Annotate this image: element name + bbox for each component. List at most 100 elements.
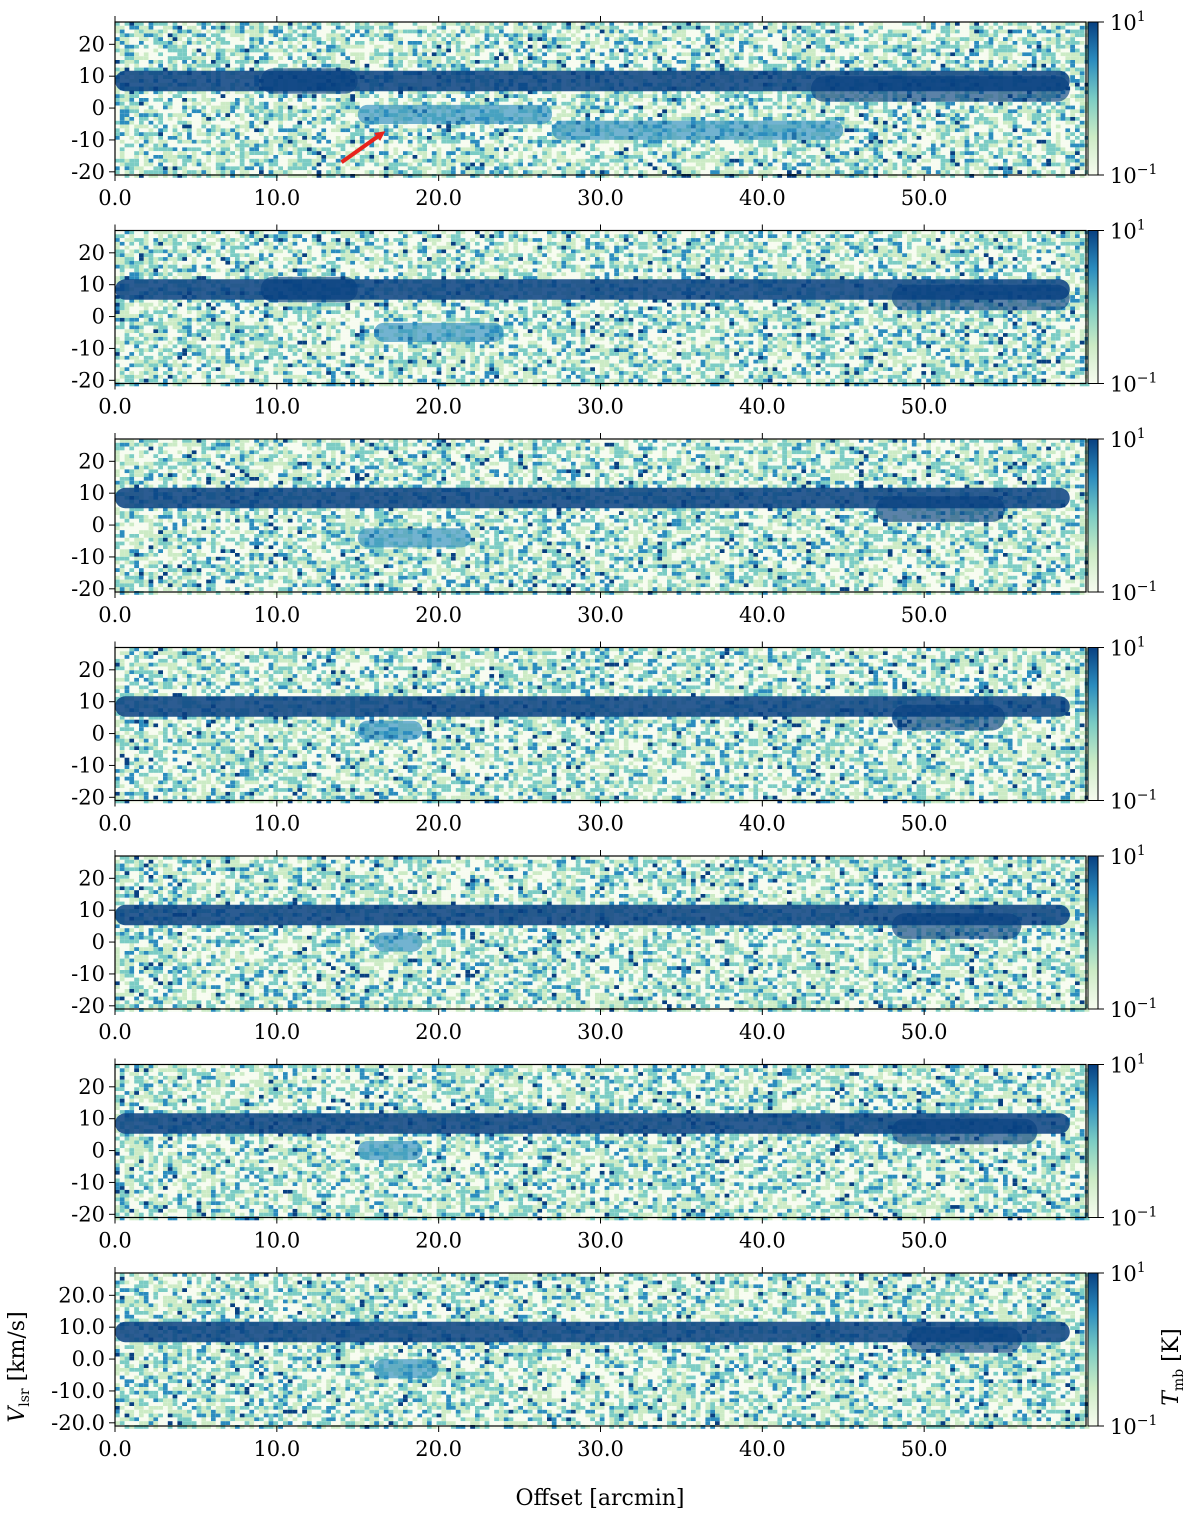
x-tick-label: 50.0 bbox=[901, 812, 948, 836]
y-tick-label: -20 bbox=[71, 577, 105, 601]
colorbar bbox=[1088, 231, 1098, 384]
x-tick-label: 40.0 bbox=[739, 1020, 786, 1044]
y-tick-label: -20 bbox=[71, 368, 105, 392]
y-tick-label: 0.0 bbox=[72, 1347, 105, 1371]
y-tick-label: 20 bbox=[78, 241, 105, 265]
pv-panel-7: 0.0 10.0 20.0 30.0 40.0 50.020.010.00.0-10.0-… bbox=[51, 1260, 1157, 1461]
x-tick-label: 40.0 bbox=[739, 1437, 786, 1461]
x-tick-label: 20.0 bbox=[415, 1229, 462, 1253]
feature-bright-clump bbox=[261, 68, 358, 94]
x-tick-label: 30.0 bbox=[577, 186, 624, 210]
colorbar-min-label: 10−1 bbox=[1110, 996, 1157, 1022]
x-tick-label: 10.0 bbox=[253, 603, 300, 627]
colorbar-min-label: 10−1 bbox=[1110, 1205, 1157, 1231]
feature-eastern-complex bbox=[892, 705, 1005, 731]
feature-eastern-complex bbox=[876, 496, 1006, 522]
colorbar-min-label: 10−1 bbox=[1110, 371, 1157, 397]
x-tick-label: 50.0 bbox=[901, 1229, 948, 1253]
y-tick-label: -10 bbox=[71, 1170, 105, 1194]
pv-panel-1: 0.0 10.0 20.0 30.0 40.0 50.020100-10-2010110−… bbox=[71, 9, 1157, 210]
y-tick-label: 20 bbox=[78, 32, 105, 56]
y-tick-label: 20 bbox=[78, 449, 105, 473]
y-tick-label: 10 bbox=[78, 64, 105, 88]
feature-eastern-complex bbox=[811, 76, 1070, 102]
x-tick-label: 40.0 bbox=[739, 603, 786, 627]
colorbar bbox=[1088, 648, 1098, 801]
x-tick-label: 40.0 bbox=[739, 186, 786, 210]
feature-eastern-complex bbox=[892, 285, 1070, 311]
y-tick-label: 10 bbox=[78, 1107, 105, 1131]
feature-bright-clump bbox=[261, 277, 358, 303]
colorbar bbox=[1088, 439, 1098, 592]
colorbar-max-label: 101 bbox=[1110, 218, 1146, 244]
colorbar-max-label: 101 bbox=[1110, 843, 1146, 869]
feature-secondary-branch bbox=[374, 323, 504, 342]
colorbar-max-label: 101 bbox=[1110, 1052, 1146, 1078]
y-tick-label: 20.0 bbox=[58, 1283, 105, 1307]
colorbar bbox=[1088, 1065, 1098, 1218]
x-tick-label: 20.0 bbox=[415, 603, 462, 627]
colorbar bbox=[1088, 856, 1098, 1009]
feature-eastern-complex bbox=[908, 1327, 1021, 1353]
x-tick-label: 0.0 bbox=[98, 603, 131, 627]
y-tick-label: 0 bbox=[92, 305, 105, 329]
y-tick-label: 10 bbox=[78, 481, 105, 505]
x-tick-label: 0.0 bbox=[98, 1020, 131, 1044]
y-tick-label: 10 bbox=[78, 898, 105, 922]
x-tick-label: 50.0 bbox=[901, 395, 948, 419]
colorbar-min-label: 10−1 bbox=[1110, 788, 1157, 814]
y-tick-label: -20 bbox=[71, 1202, 105, 1226]
pv-panel-2: 0.0 10.0 20.0 30.0 40.0 50.020100-10-2010110−… bbox=[71, 218, 1157, 419]
feature-secondary-branch bbox=[374, 1359, 439, 1378]
x-tick-label: 0.0 bbox=[98, 1229, 131, 1253]
x-tick-label: 50.0 bbox=[901, 1020, 948, 1044]
x-tick-label: 40.0 bbox=[739, 812, 786, 836]
y-tick-label: -10 bbox=[71, 336, 105, 360]
y-tick-label: 0 bbox=[92, 96, 105, 120]
x-tick-label: 10.0 bbox=[253, 186, 300, 210]
colorbar-label: Tmb [K] bbox=[1159, 1328, 1187, 1406]
x-tick-label: 10.0 bbox=[253, 395, 300, 419]
x-tick-label: 0.0 bbox=[98, 1437, 131, 1461]
y-tick-label: 20 bbox=[78, 658, 105, 682]
x-tick-label: 50.0 bbox=[901, 603, 948, 627]
y-tick-label: -20 bbox=[71, 785, 105, 809]
colorbar-min-label: 10−1 bbox=[1110, 579, 1157, 605]
x-tick-label: 0.0 bbox=[98, 812, 131, 836]
feature-secondary-branch bbox=[358, 528, 471, 547]
y-tick-label: -10 bbox=[71, 545, 105, 569]
x-tick-label: 50.0 bbox=[901, 1437, 948, 1461]
y-tick-label: 10 bbox=[78, 273, 105, 297]
y-tick-label: 10.0 bbox=[58, 1315, 105, 1339]
x-tick-label: 10.0 bbox=[253, 1020, 300, 1044]
colorbar-max-label: 101 bbox=[1110, 635, 1146, 661]
feature-secondary-branch bbox=[358, 105, 552, 124]
x-tick-label: 20.0 bbox=[415, 1437, 462, 1461]
x-tick-label: 30.0 bbox=[577, 1437, 624, 1461]
x-tick-label: 20.0 bbox=[415, 1020, 462, 1044]
x-tick-label: 30.0 bbox=[577, 603, 624, 627]
feature-eastern-complex bbox=[892, 913, 1022, 939]
x-tick-label: 20.0 bbox=[415, 812, 462, 836]
colorbar-max-label: 101 bbox=[1110, 1260, 1146, 1286]
x-tick-label: 10.0 bbox=[253, 812, 300, 836]
x-tick-label: 30.0 bbox=[577, 395, 624, 419]
y-tick-label: -20 bbox=[71, 160, 105, 184]
x-tick-label: 0.0 bbox=[98, 186, 131, 210]
pv-panel-4: 0.0 10.0 20.0 30.0 40.0 50.020100-10-2010110−… bbox=[71, 635, 1157, 836]
x-tick-label: 30.0 bbox=[577, 1229, 624, 1253]
colorbar bbox=[1088, 22, 1098, 175]
x-tick-label: 50.0 bbox=[901, 186, 948, 210]
y-tick-label: -20 bbox=[71, 994, 105, 1018]
y-tick-label: -10 bbox=[71, 128, 105, 152]
y-tick-label: 0 bbox=[92, 930, 105, 954]
y-tick-label: 0 bbox=[92, 722, 105, 746]
feature-secondary-branch bbox=[358, 721, 423, 740]
x-tick-label: 0.0 bbox=[98, 395, 131, 419]
x-tick-label: 30.0 bbox=[577, 812, 624, 836]
y-tick-label: 20 bbox=[78, 1075, 105, 1099]
feature-faint-lane bbox=[552, 121, 843, 140]
feature-secondary-branch bbox=[358, 1141, 423, 1160]
pv-panel-5: 0.0 10.0 20.0 30.0 40.0 50.020100-10-2010110−… bbox=[71, 843, 1157, 1044]
